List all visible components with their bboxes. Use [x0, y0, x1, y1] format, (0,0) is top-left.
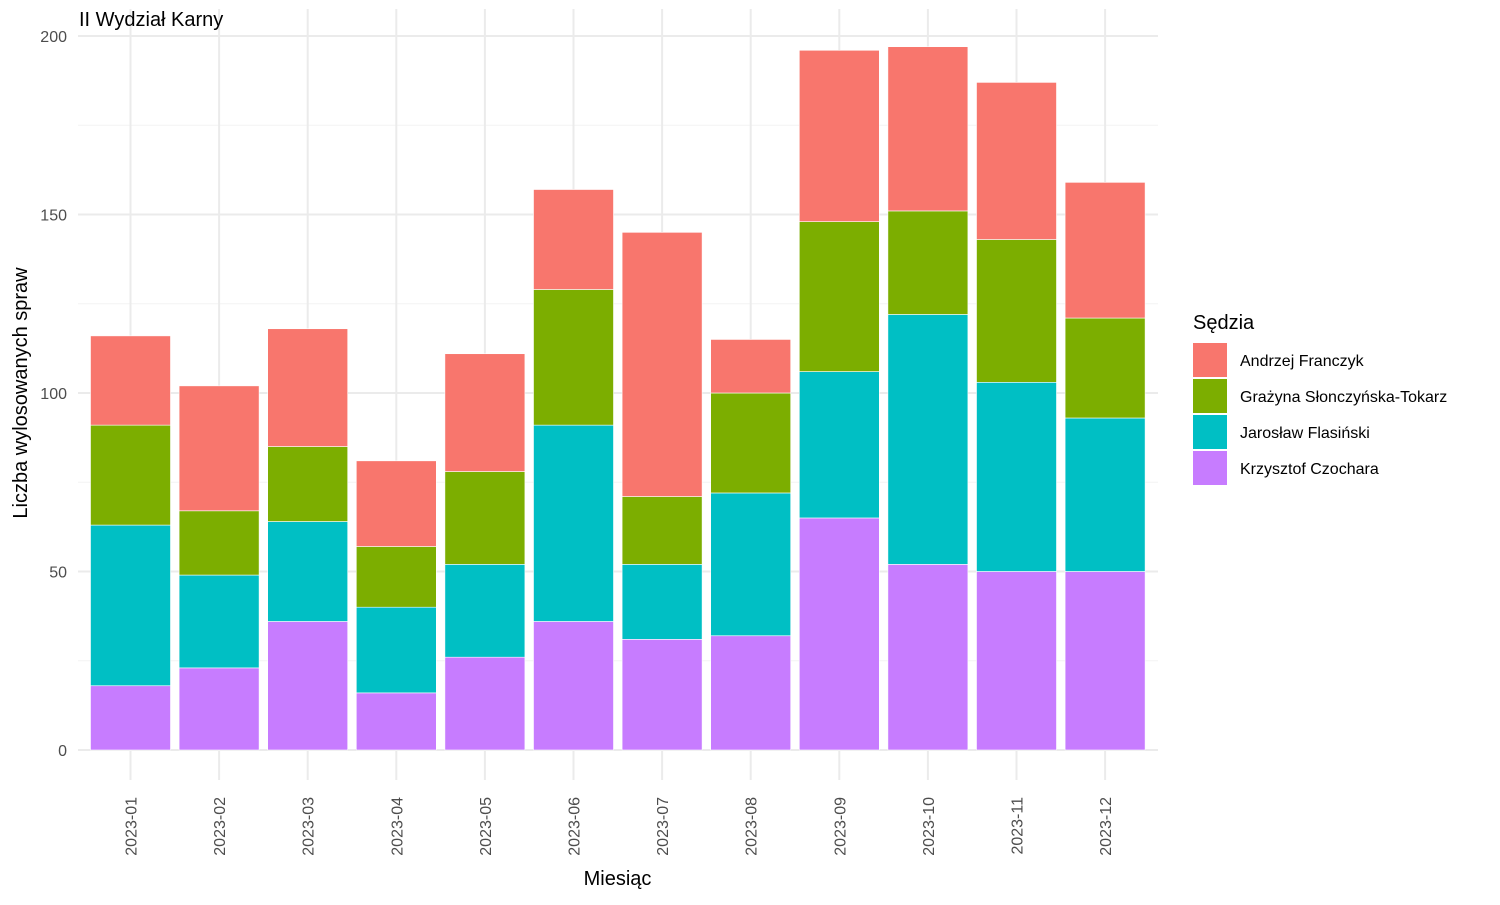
bar-segment: [178, 510, 260, 576]
bar-segment: [1064, 417, 1146, 572]
x-axis-title: Miesiąc: [584, 868, 652, 890]
legend-key: [1193, 451, 1227, 485]
bar-segment: [355, 546, 437, 608]
legend-title: Sędzia: [1193, 312, 1255, 334]
legend-label: Jarosław Flasiński: [1240, 425, 1370, 442]
bar-segment: [976, 571, 1057, 751]
bar-segment: [1064, 182, 1146, 319]
bar-segment: [178, 385, 260, 512]
x-tick-label: 2023-12: [1098, 797, 1115, 856]
y-tick-label: 200: [40, 29, 67, 46]
bar-segment: [90, 685, 171, 751]
bar-segment: [444, 564, 526, 658]
bar-segment: [90, 335, 171, 426]
bar-segment: [178, 667, 260, 751]
bar-segment: [355, 460, 437, 547]
bar-segment: [267, 621, 349, 751]
bar-segment: [710, 392, 792, 494]
bar-segment: [976, 82, 1057, 240]
bar-segment: [621, 232, 703, 497]
bar-segment: [533, 189, 614, 290]
legend-key: [1193, 343, 1227, 377]
legend-label: Krzysztof Czochara: [1240, 461, 1379, 478]
bar-segment: [1064, 317, 1146, 419]
bar-segment: [267, 521, 349, 622]
y-axis-ticks: 0 50 100 150 200: [40, 29, 67, 760]
bar-segment: [444, 353, 526, 472]
x-tick-label: 2023-04: [389, 797, 406, 856]
bar-segment: [710, 635, 792, 751]
bar-segment: [710, 339, 792, 394]
x-tick-label: 2023-06: [567, 797, 584, 856]
y-tick-label: 0: [58, 743, 67, 760]
x-tick-label: 2023-08: [744, 797, 761, 856]
bar-segment: [444, 656, 526, 751]
bar-segment: [976, 239, 1057, 383]
y-tick-label: 100: [40, 386, 67, 403]
legend-key: [1193, 415, 1227, 449]
bar-segment: [798, 221, 880, 372]
bar-segment: [444, 471, 526, 565]
chart-title: II Wydział Karny: [79, 9, 223, 31]
bar-segment: [887, 564, 969, 751]
legend-key: [1193, 379, 1227, 413]
bar-segment: [267, 446, 349, 522]
x-tick-label: 2023-11: [1010, 797, 1027, 855]
bar-segment: [621, 496, 703, 565]
bar-segment: [887, 46, 969, 212]
legend-items: Andrzej Franczyk Grażyna Słonczyńska-Toka…: [1193, 343, 1447, 485]
x-tick-label: 2023-09: [832, 797, 849, 856]
bar-segment: [621, 564, 703, 640]
x-tick-label: 2023-01: [124, 797, 141, 856]
bar-segment: [887, 314, 969, 565]
bar-segment: [798, 49, 880, 222]
bar-segment: [533, 424, 614, 622]
bar-segment: [90, 524, 171, 687]
bars: [90, 46, 1146, 751]
x-tick-label: 2023-05: [478, 797, 495, 856]
bar-segment: [90, 424, 171, 526]
bar-segment: [887, 210, 969, 315]
y-tick-label: 150: [40, 208, 67, 225]
x-tick-label: 2023-03: [301, 797, 318, 856]
bar-segment: [178, 574, 260, 669]
bar-segment: [621, 639, 703, 751]
bar-segment: [1064, 571, 1146, 751]
bar-segment: [533, 289, 614, 426]
bar-segment: [798, 371, 880, 519]
y-axis-title: Liczba wylosowanych spraw: [10, 267, 32, 519]
x-tick-label: 2023-07: [655, 797, 672, 856]
bar-segment: [267, 328, 349, 447]
bar-segment: [710, 492, 792, 637]
legend-label: Grażyna Słonczyńska-Tokarz: [1240, 389, 1447, 406]
legend-label: Andrzej Franczyk: [1240, 353, 1365, 370]
bar-segment: [533, 621, 614, 751]
legend: Sędzia Andrzej Franczyk Grażyna Słonczyńs…: [1193, 312, 1447, 485]
x-tick-label: 2023-10: [921, 797, 938, 856]
bar-segment: [355, 692, 437, 751]
y-tick-label: 50: [49, 565, 67, 582]
x-tick-label: 2023-02: [212, 797, 229, 856]
bar-segment: [798, 517, 880, 751]
bar-segment: [355, 606, 437, 694]
bar-segment: [976, 381, 1057, 572]
x-axis-ticks: 2023-01 2023-02 2023-03 2023-04 2023-05 2023-…: [124, 797, 1116, 856]
